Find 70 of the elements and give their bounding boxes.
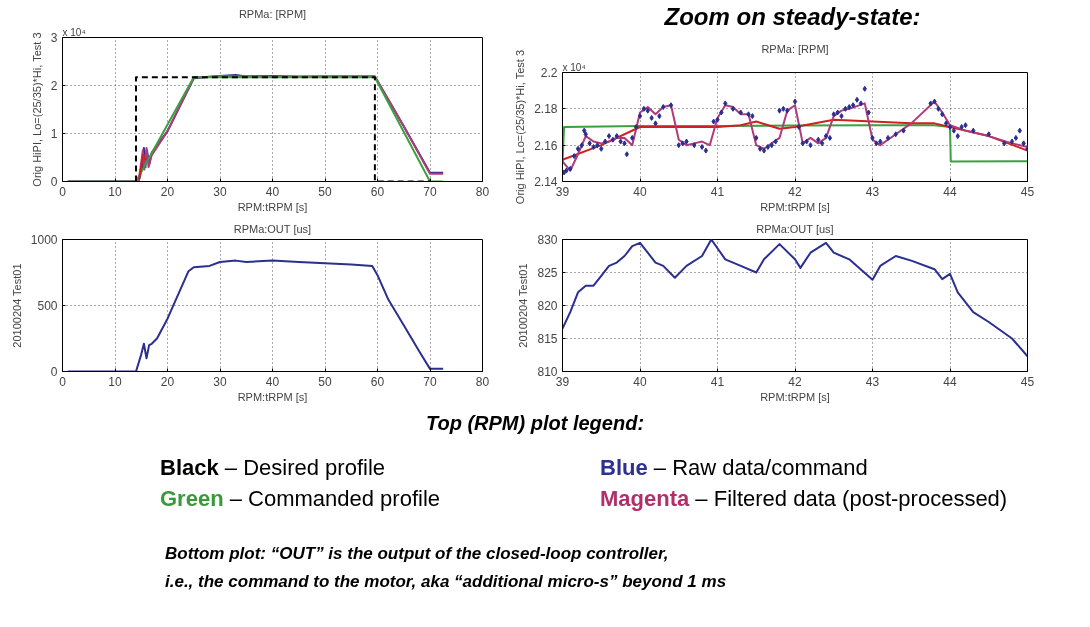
annotation: x 10⁴ bbox=[62, 26, 86, 38]
chart-title: RPMa:OUT [us] bbox=[756, 222, 834, 235]
y-tick-label: 2.2 bbox=[540, 66, 558, 80]
x-tick-label: 40 bbox=[265, 184, 280, 199]
text: Green – Commanded profile bbox=[160, 485, 442, 513]
line-series bbox=[562, 100, 1028, 172]
text: Top (RPM) plot legend: bbox=[424, 411, 646, 436]
x-tick-label: 10 bbox=[108, 184, 122, 199]
chart-title: RPMa:OUT [us] bbox=[233, 222, 312, 235]
x-tick-label: 80 bbox=[475, 184, 490, 199]
x-tick-label: 42 bbox=[788, 374, 802, 389]
x-tick-label: 70 bbox=[423, 374, 437, 389]
y-tick-label: 820 bbox=[537, 299, 558, 313]
x-axis-title: RPM:tRPM [s] bbox=[760, 390, 830, 403]
y-tick-label: 2 bbox=[50, 79, 58, 93]
x-tick-label: 44 bbox=[943, 184, 957, 199]
x-tick-label: 30 bbox=[213, 374, 227, 389]
chart-title: RPMa: [RPM] bbox=[238, 7, 307, 20]
y-tick-label: 1 bbox=[50, 127, 58, 141]
x-axis-title: RPM:tRPM [s] bbox=[237, 200, 308, 213]
y-tick-label: 2.16 bbox=[534, 138, 558, 153]
x-tick-label: 40 bbox=[265, 374, 280, 389]
y-axis-title: 20100204 Test01 bbox=[10, 263, 23, 348]
x-axis-title: RPM:tRPM [s] bbox=[237, 390, 308, 403]
x-tick-label: 50 bbox=[318, 374, 332, 389]
x-tick-label: 43 bbox=[865, 184, 880, 199]
x-tick-label: 45 bbox=[1020, 184, 1035, 199]
y-tick-label: 500 bbox=[37, 299, 58, 313]
chart-title: RPMa: [RPM] bbox=[761, 42, 829, 55]
x-tick-label: 70 bbox=[423, 184, 437, 199]
x-tick-label: 20 bbox=[160, 374, 175, 389]
y-tick-label: 0 bbox=[50, 365, 58, 379]
line-series bbox=[562, 118, 1028, 161]
x-axis-title: RPM:tRPM [s] bbox=[760, 200, 830, 213]
x-tick-label: 40 bbox=[633, 374, 647, 389]
annotation: x 10⁴ bbox=[562, 61, 586, 73]
y-axis-title: 20100204 Test01 bbox=[517, 263, 530, 348]
text: Blue – Raw data/command bbox=[600, 453, 869, 482]
x-tick-label: 30 bbox=[213, 184, 227, 199]
x-tick-label: 40 bbox=[633, 184, 647, 199]
x-tick-label: 42 bbox=[788, 184, 802, 199]
y-tick-label: 810 bbox=[537, 365, 558, 379]
text: i.e., the command to the motor, aka “additional micro-s” beyond 1 ms bbox=[165, 572, 727, 592]
y-tick-label: 0 bbox=[50, 175, 58, 189]
y-tick-label: 830 bbox=[537, 233, 558, 247]
y-tick-label: 3 bbox=[50, 31, 58, 45]
y-tick-label: 825 bbox=[537, 266, 558, 280]
x-tick-label: 44 bbox=[943, 374, 957, 389]
x-tick-label: 60 bbox=[370, 374, 385, 389]
x-tick-label: 10 bbox=[108, 374, 122, 389]
y-axis-title: Orig HiPI, Lo=(25/35)*Hi, Test 3 bbox=[30, 32, 43, 187]
line-series bbox=[562, 239, 1028, 358]
x-tick-label: 39 bbox=[555, 184, 570, 199]
line-series bbox=[138, 154, 147, 181]
chart-subtitle: Zoom on steady-state: bbox=[663, 2, 922, 32]
text: Black – Desired profile bbox=[160, 453, 387, 482]
x-tick-label: 60 bbox=[370, 184, 385, 199]
text: Magenta – Filtered data (post-processed) bbox=[600, 485, 1008, 513]
x-tick-label: 45 bbox=[1020, 374, 1035, 389]
y-tick-label: 2.18 bbox=[534, 102, 558, 117]
y-tick-label: 1000 bbox=[30, 233, 58, 247]
text: Bottom plot: “OUT” is the output of the closed-loop controller, bbox=[165, 544, 669, 564]
x-tick-label: 43 bbox=[865, 374, 880, 389]
x-tick-label: 80 bbox=[475, 374, 490, 389]
y-axis-title: Orig HiPI, Lo=(25/35)*Hi, Test 3 bbox=[514, 50, 527, 205]
x-tick-label: 50 bbox=[318, 184, 332, 199]
x-tick-label: 41 bbox=[710, 374, 725, 389]
y-tick-label: 815 bbox=[537, 332, 558, 346]
x-tick-label: 20 bbox=[160, 184, 175, 199]
x-tick-label: 41 bbox=[710, 184, 725, 199]
